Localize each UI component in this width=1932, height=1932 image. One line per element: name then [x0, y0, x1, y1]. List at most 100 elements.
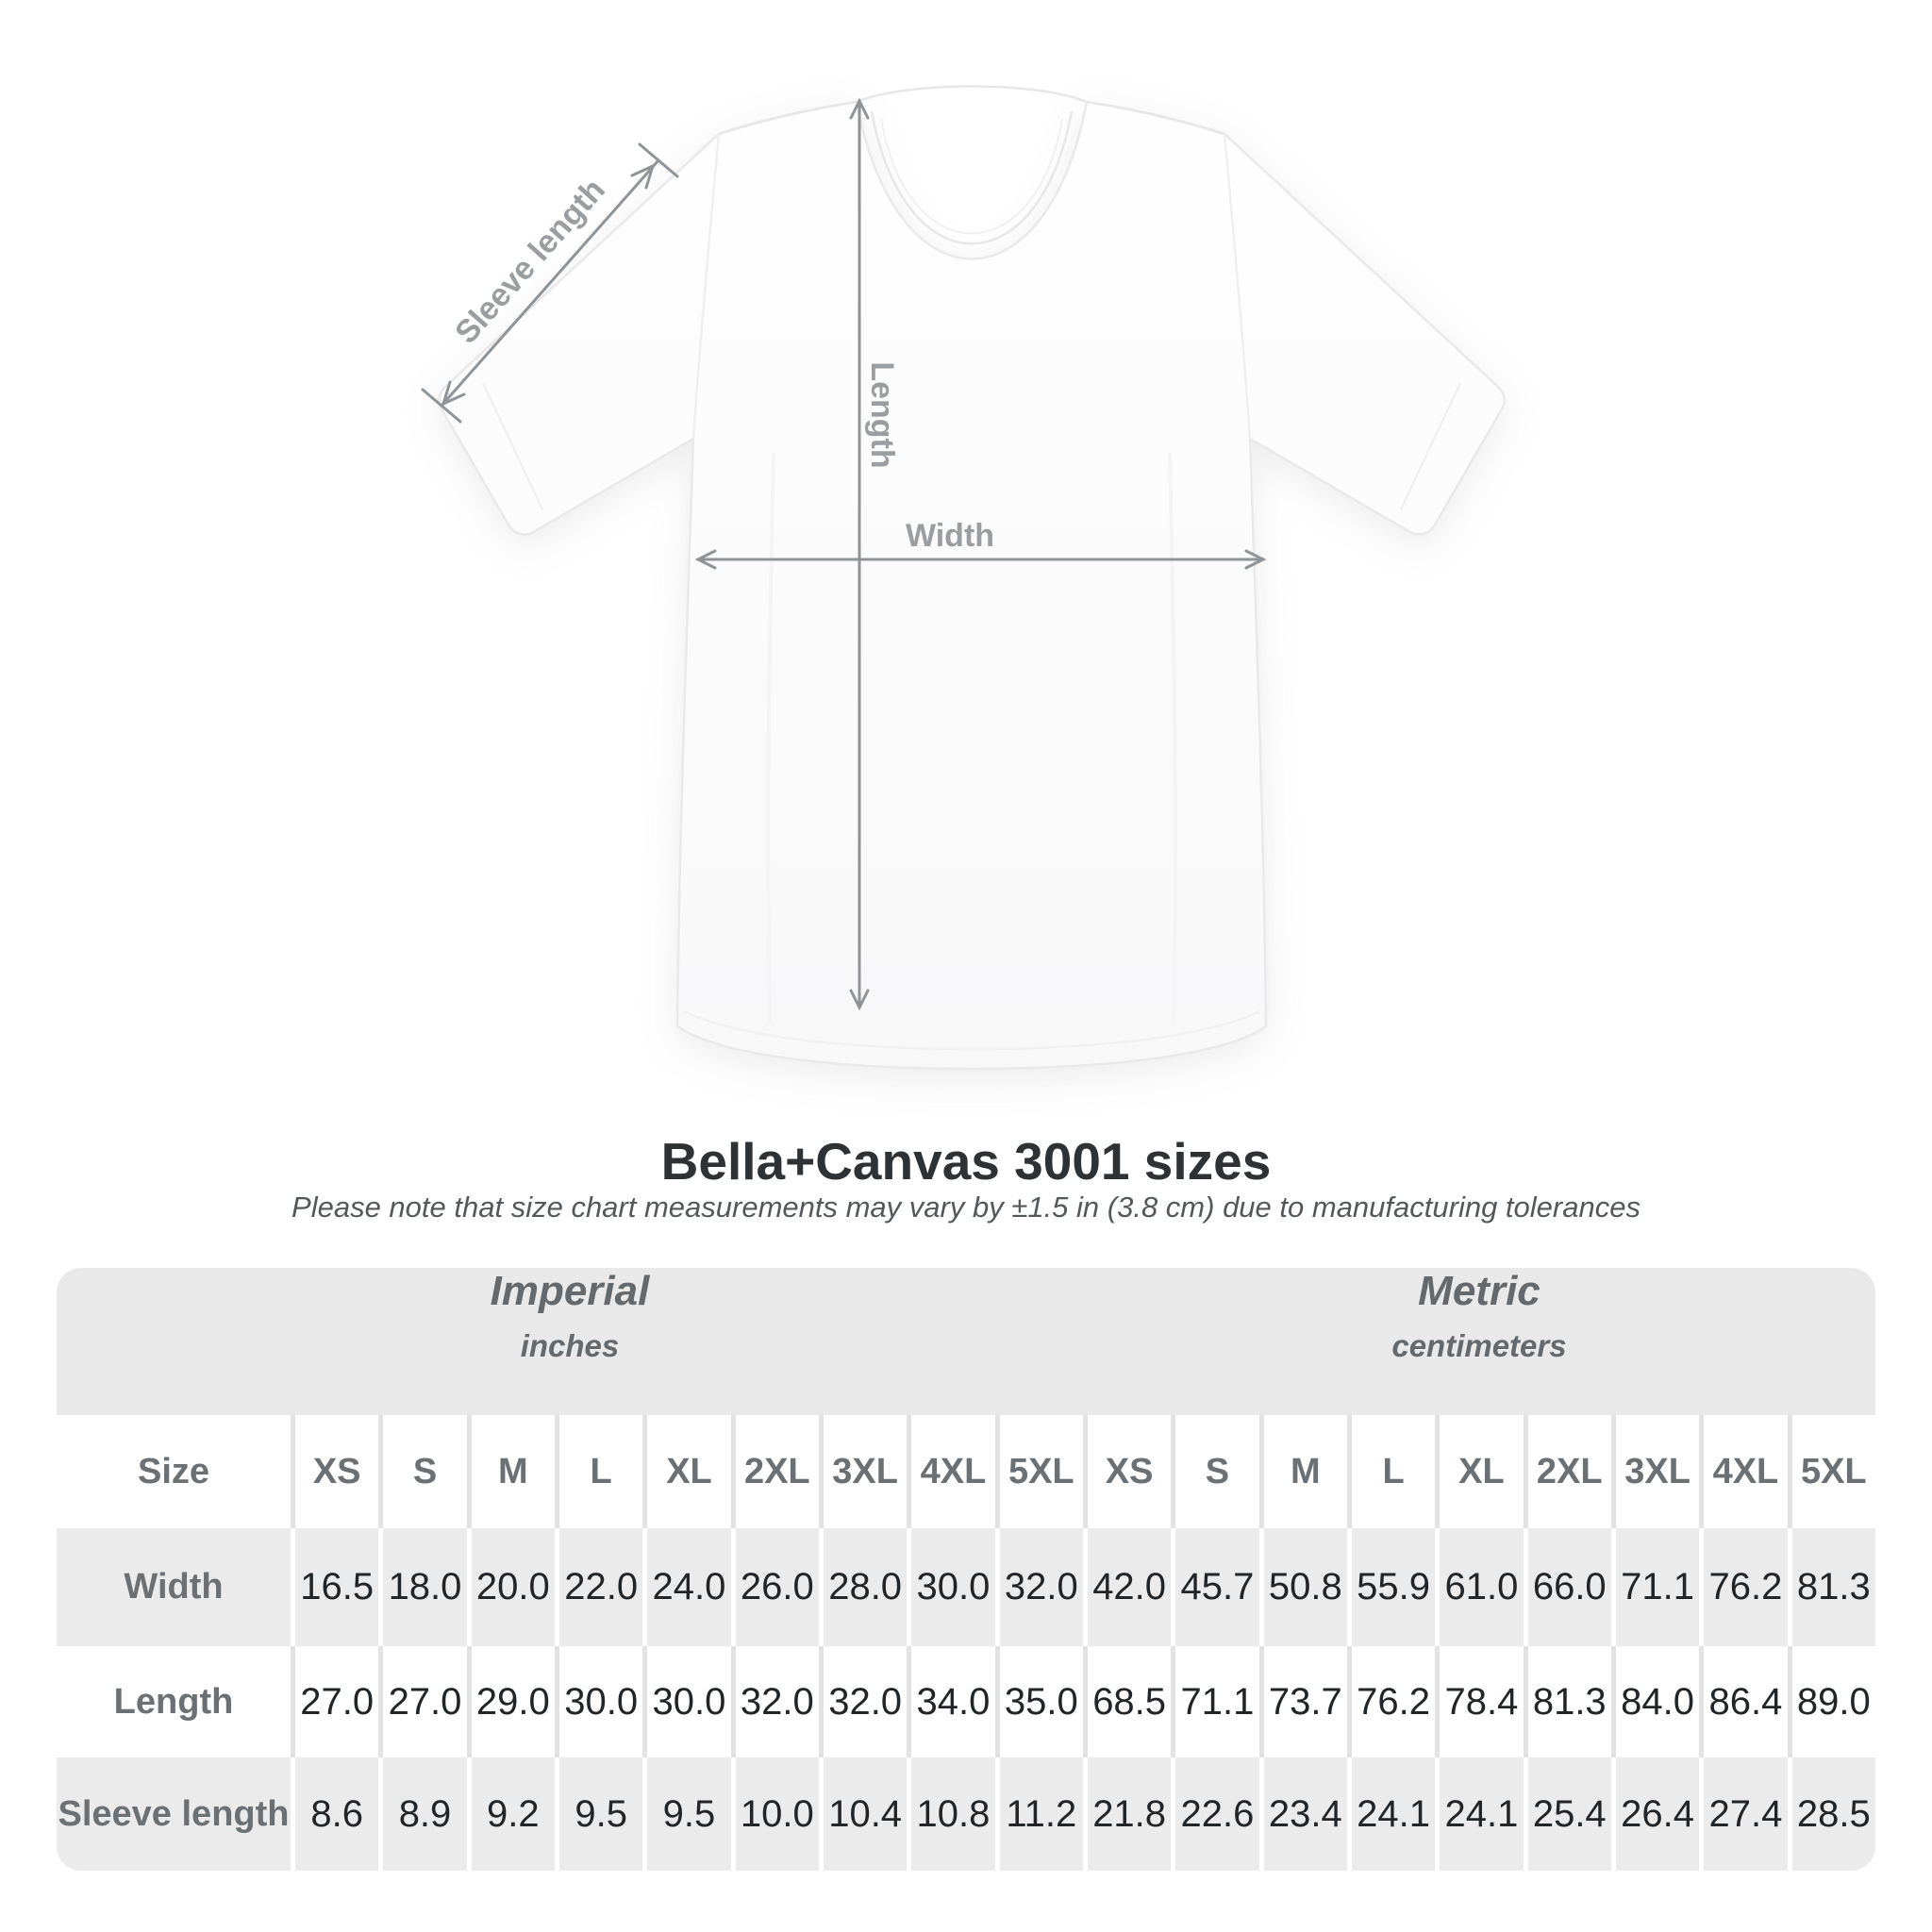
measurement-cell: 28.5: [1787, 1757, 1875, 1871]
measurement-cell: 55.9: [1346, 1528, 1436, 1646]
measurement-cell: 45.7: [1171, 1528, 1259, 1646]
measurement-cell: 23.4: [1258, 1757, 1347, 1871]
measurement-cell: 26.0: [730, 1528, 819, 1646]
measurement-cell: 22.6: [1171, 1757, 1259, 1871]
row-label: Width: [57, 1528, 291, 1646]
tshirt-diagram: Sleeve length Length Width: [421, 85, 1506, 1071]
size-column-header: XS: [1082, 1415, 1172, 1528]
table-row: Width 16.5 18.0 20.0 22.0 24.0 26.0 28.0 30.0 32.…: [57, 1528, 1875, 1646]
measurement-cell: 71.1: [1610, 1528, 1700, 1646]
measurement-cell: 34.0: [907, 1646, 995, 1757]
back-collar-line: [856, 85, 1088, 104]
measurement-cell: 66.0: [1523, 1528, 1611, 1646]
width-arrow: [694, 549, 1267, 570]
size-column-header: XL: [642, 1415, 731, 1528]
measurement-cell: 86.4: [1699, 1646, 1788, 1757]
measurement-cell: 81.3: [1787, 1528, 1875, 1646]
cuff-seam-left: [481, 382, 544, 510]
measurement-cell: 22.0: [554, 1528, 643, 1646]
measurement-cell: 32.0: [994, 1528, 1083, 1646]
measurement-cell: 89.0: [1787, 1646, 1875, 1757]
size-column-header: 4XL: [907, 1415, 995, 1528]
size-column-header: 3XL: [1610, 1415, 1700, 1528]
length-label: Length: [864, 361, 900, 468]
collar-inner-line: [870, 110, 1074, 245]
table-row: Length 27.0 27.0 29.0 30.0 30.0 32.0 32.0 34.0 35…: [57, 1646, 1875, 1757]
measurement-cell: 26.4: [1610, 1757, 1700, 1871]
armhole-seam-left: [691, 133, 721, 440]
measurement-cell: 24.1: [1435, 1757, 1524, 1871]
measurement-cell: 68.5: [1082, 1646, 1172, 1757]
body-crease-right: [1168, 452, 1177, 1024]
measurement-cell: 25.4: [1523, 1757, 1611, 1871]
measurement-cell: 18.0: [378, 1528, 467, 1646]
size-column-header: 3XL: [818, 1415, 908, 1528]
size-column-header: 5XL: [994, 1415, 1083, 1528]
measurement-cell: 30.0: [907, 1528, 995, 1646]
size-column-header: M: [466, 1415, 555, 1528]
page-title: Bella+Canvas 3001 sizes: [660, 1132, 1272, 1191]
tshirt-seams: [481, 85, 1462, 1051]
measurement-cell: 81.3: [1523, 1646, 1611, 1757]
size-column-header: 2XL: [1523, 1415, 1611, 1528]
size-column-header: XS: [291, 1415, 379, 1528]
measurement-cell: 84.0: [1610, 1646, 1700, 1757]
imperial-group-header: Imperial inches: [57, 1268, 1083, 1415]
measurement-cell: 9.5: [554, 1757, 643, 1871]
measurement-cell: 30.0: [554, 1646, 643, 1757]
size-header-row: Size XS S M L XL 2XL 3XL 4XL 5XL XS S M L XL 2XL 3XL 4XL…: [57, 1415, 1875, 1528]
measurement-cell: 76.2: [1346, 1646, 1436, 1757]
measurement-cell: 11.2: [994, 1757, 1083, 1871]
measurement-cell: 30.0: [642, 1646, 731, 1757]
metric-group-unit: centimeters: [1391, 1328, 1567, 1363]
row-label: Sleeve length: [57, 1757, 291, 1871]
measurement-cell: 42.0: [1082, 1528, 1172, 1646]
size-table: Imperial inches Metric centimeters Size …: [57, 1268, 1875, 1871]
collar-stitch-line: [880, 118, 1063, 235]
size-column-header: S: [378, 1415, 467, 1528]
size-column-header: M: [1258, 1415, 1347, 1528]
measurement-cell: 21.8: [1082, 1757, 1172, 1871]
measurement-cell: 8.6: [291, 1757, 379, 1871]
size-column-header: L: [1346, 1415, 1436, 1528]
page-subtitle: Please note that size chart measurements…: [291, 1191, 1641, 1224]
measurement-cell: 27.4: [1699, 1757, 1788, 1871]
sleeve-length-arrow: [421, 142, 679, 424]
unit-group-header-row: Imperial inches Metric centimeters: [57, 1268, 1875, 1415]
measurement-cell: 9.2: [466, 1757, 555, 1871]
measurement-cell: 27.0: [378, 1646, 467, 1757]
size-column-header: L: [554, 1415, 643, 1528]
measurement-cell: 8.9: [378, 1757, 467, 1871]
measurement-cell: 10.4: [818, 1757, 908, 1871]
measurement-cell: 10.0: [730, 1757, 819, 1871]
size-column-header: 4XL: [1699, 1415, 1788, 1528]
size-column-header: S: [1171, 1415, 1259, 1528]
measurement-cell: 71.1: [1171, 1646, 1259, 1757]
measurement-cell: 10.8: [907, 1757, 995, 1871]
table-row: Sleeve length 8.6 8.9 9.2 9.5 9.5 10.0 10.4 10.8…: [57, 1757, 1875, 1871]
length-arrow: [849, 97, 870, 1011]
size-header-label: Size: [57, 1415, 291, 1528]
shoulder-seam-right: [1086, 100, 1225, 136]
measurement-cell: 28.0: [818, 1528, 908, 1646]
measurement-cell: 29.0: [466, 1646, 555, 1757]
width-label: Width: [906, 518, 994, 554]
measurement-arrows: [421, 97, 1267, 1011]
measurement-cell: 61.0: [1435, 1528, 1524, 1646]
armhole-seam-right: [1223, 133, 1252, 440]
cuff-seam-right: [1399, 382, 1462, 510]
measurement-cell: 20.0: [466, 1528, 555, 1646]
measurement-cell: 24.1: [1346, 1757, 1436, 1871]
shoulder-seam-left: [718, 100, 858, 136]
measurement-cell: 24.0: [642, 1528, 731, 1646]
measurement-cell: 9.5: [642, 1757, 731, 1871]
body-crease-left: [766, 452, 775, 1024]
imperial-group-unit: inches: [520, 1328, 620, 1363]
measurement-cell: 35.0: [994, 1646, 1083, 1757]
measurement-cell: 27.0: [291, 1646, 379, 1757]
hem-stitch-line: [682, 1009, 1261, 1051]
size-column-header: 2XL: [730, 1415, 819, 1528]
measurement-cell: 73.7: [1258, 1646, 1347, 1757]
measurement-cell: 50.8: [1258, 1528, 1347, 1646]
